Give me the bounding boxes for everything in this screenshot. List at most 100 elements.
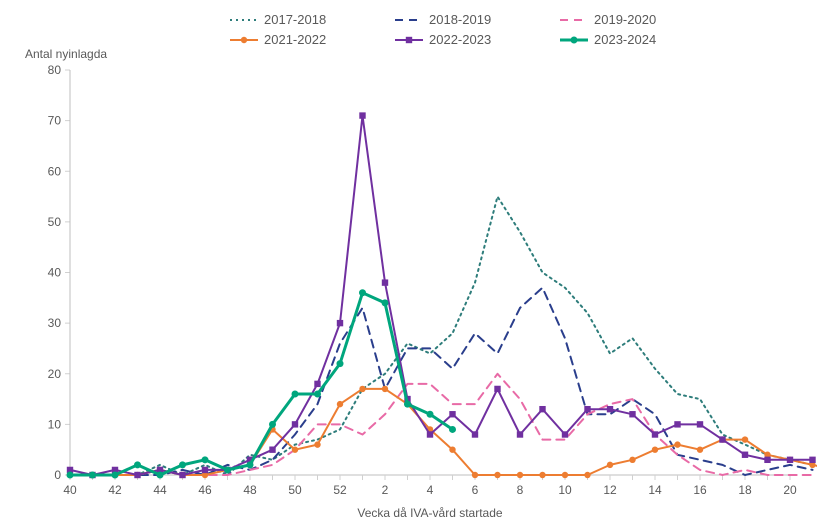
data-point xyxy=(719,436,725,442)
data-point xyxy=(134,461,141,468)
data-point xyxy=(202,456,209,463)
data-point xyxy=(359,289,366,296)
legend-item: 2023-2024 xyxy=(560,32,656,47)
y-tick-label: 70 xyxy=(48,114,62,128)
y-tick-label: 0 xyxy=(54,468,61,482)
data-point xyxy=(562,431,568,437)
x-tick-label: 42 xyxy=(108,483,122,497)
data-point xyxy=(449,446,455,452)
x-tick-label: 6 xyxy=(472,483,479,497)
data-point xyxy=(179,461,186,468)
y-tick-label: 80 xyxy=(48,63,62,77)
data-point xyxy=(134,472,140,478)
data-point xyxy=(472,472,478,478)
data-point xyxy=(202,467,208,473)
data-point xyxy=(629,411,635,417)
data-point xyxy=(539,406,545,412)
data-point xyxy=(269,446,275,452)
data-point xyxy=(337,360,344,367)
x-tick-label: 10 xyxy=(558,483,572,497)
x-tick-label: 44 xyxy=(153,483,167,497)
data-point xyxy=(382,299,389,306)
data-point xyxy=(337,320,343,326)
x-tick-label: 16 xyxy=(693,483,707,497)
data-point xyxy=(292,421,298,427)
data-point xyxy=(359,386,365,392)
data-point xyxy=(539,472,545,478)
data-point xyxy=(674,421,680,427)
data-point xyxy=(764,457,770,463)
data-point xyxy=(787,457,793,463)
x-tick-label: 2 xyxy=(382,483,389,497)
data-point xyxy=(697,421,703,427)
x-axis-title: Vecka då IVA-vård startade xyxy=(357,506,503,520)
data-point xyxy=(517,431,523,437)
line-chart: 01020304050607080Antal nyinlagda40424446… xyxy=(0,0,817,531)
series-s2017_2018 xyxy=(70,197,813,475)
data-point xyxy=(697,446,703,452)
x-tick-label: 14 xyxy=(648,483,662,497)
data-point xyxy=(742,436,748,442)
data-point xyxy=(449,411,455,417)
series-s2023_2024 xyxy=(67,289,457,478)
legend-label: 2019-2020 xyxy=(594,12,656,27)
x-tick-label: 52 xyxy=(333,483,347,497)
data-point xyxy=(179,472,185,478)
data-point xyxy=(629,457,635,463)
data-point xyxy=(89,472,96,479)
legend-item: 2017-2018 xyxy=(230,12,326,27)
x-tick-label: 46 xyxy=(198,483,212,497)
data-point xyxy=(314,441,320,447)
y-axis: 01020304050607080 xyxy=(48,63,70,482)
data-point xyxy=(449,426,456,433)
data-point xyxy=(67,472,74,479)
data-point xyxy=(517,472,523,478)
legend: 2017-2018 2018-2019 2019-2020 2021-2022 2022… xyxy=(230,12,656,47)
y-tick-label: 10 xyxy=(48,417,62,431)
y-tick-label: 50 xyxy=(48,215,62,229)
legend-item: 2018-2019 xyxy=(395,12,491,27)
data-point xyxy=(247,461,254,468)
data-point xyxy=(292,391,299,398)
y-axis-title: Antal nyinlagda xyxy=(25,47,107,61)
legend-label: 2023-2024 xyxy=(594,32,656,47)
y-tick-label: 20 xyxy=(48,367,62,381)
data-point xyxy=(427,431,433,437)
data-point xyxy=(292,446,298,452)
x-tick-label: 40 xyxy=(63,483,77,497)
legend-item: 2021-2022 xyxy=(230,32,326,47)
data-point xyxy=(157,472,164,479)
y-tick-label: 30 xyxy=(48,316,62,330)
data-point xyxy=(269,421,276,428)
data-point xyxy=(337,401,343,407)
data-point xyxy=(224,466,231,473)
legend-label: 2017-2018 xyxy=(264,12,326,27)
x-tick-label: 50 xyxy=(288,483,302,497)
legend-item: 2019-2020 xyxy=(560,12,656,27)
x-tick-label: 48 xyxy=(243,483,257,497)
series-group xyxy=(67,112,817,478)
y-tick-label: 60 xyxy=(48,164,62,178)
data-point xyxy=(314,391,321,398)
legend-label: 2018-2019 xyxy=(429,12,491,27)
data-point xyxy=(584,406,590,412)
data-point xyxy=(742,452,748,458)
x-tick-label: 4 xyxy=(427,483,434,497)
legend-item: 2022-2023 xyxy=(395,32,491,47)
data-point xyxy=(382,279,388,285)
data-point xyxy=(427,411,434,418)
data-point xyxy=(382,386,388,392)
data-point xyxy=(607,462,613,468)
data-point xyxy=(674,441,680,447)
data-point xyxy=(404,401,411,408)
data-point xyxy=(359,112,365,118)
data-point xyxy=(112,472,119,479)
data-point xyxy=(584,472,590,478)
data-point xyxy=(607,406,613,412)
data-point xyxy=(809,457,815,463)
data-point xyxy=(314,381,320,387)
x-tick-label: 18 xyxy=(738,483,752,497)
x-tick-label: 8 xyxy=(517,483,524,497)
data-point xyxy=(652,431,658,437)
data-point xyxy=(494,386,500,392)
